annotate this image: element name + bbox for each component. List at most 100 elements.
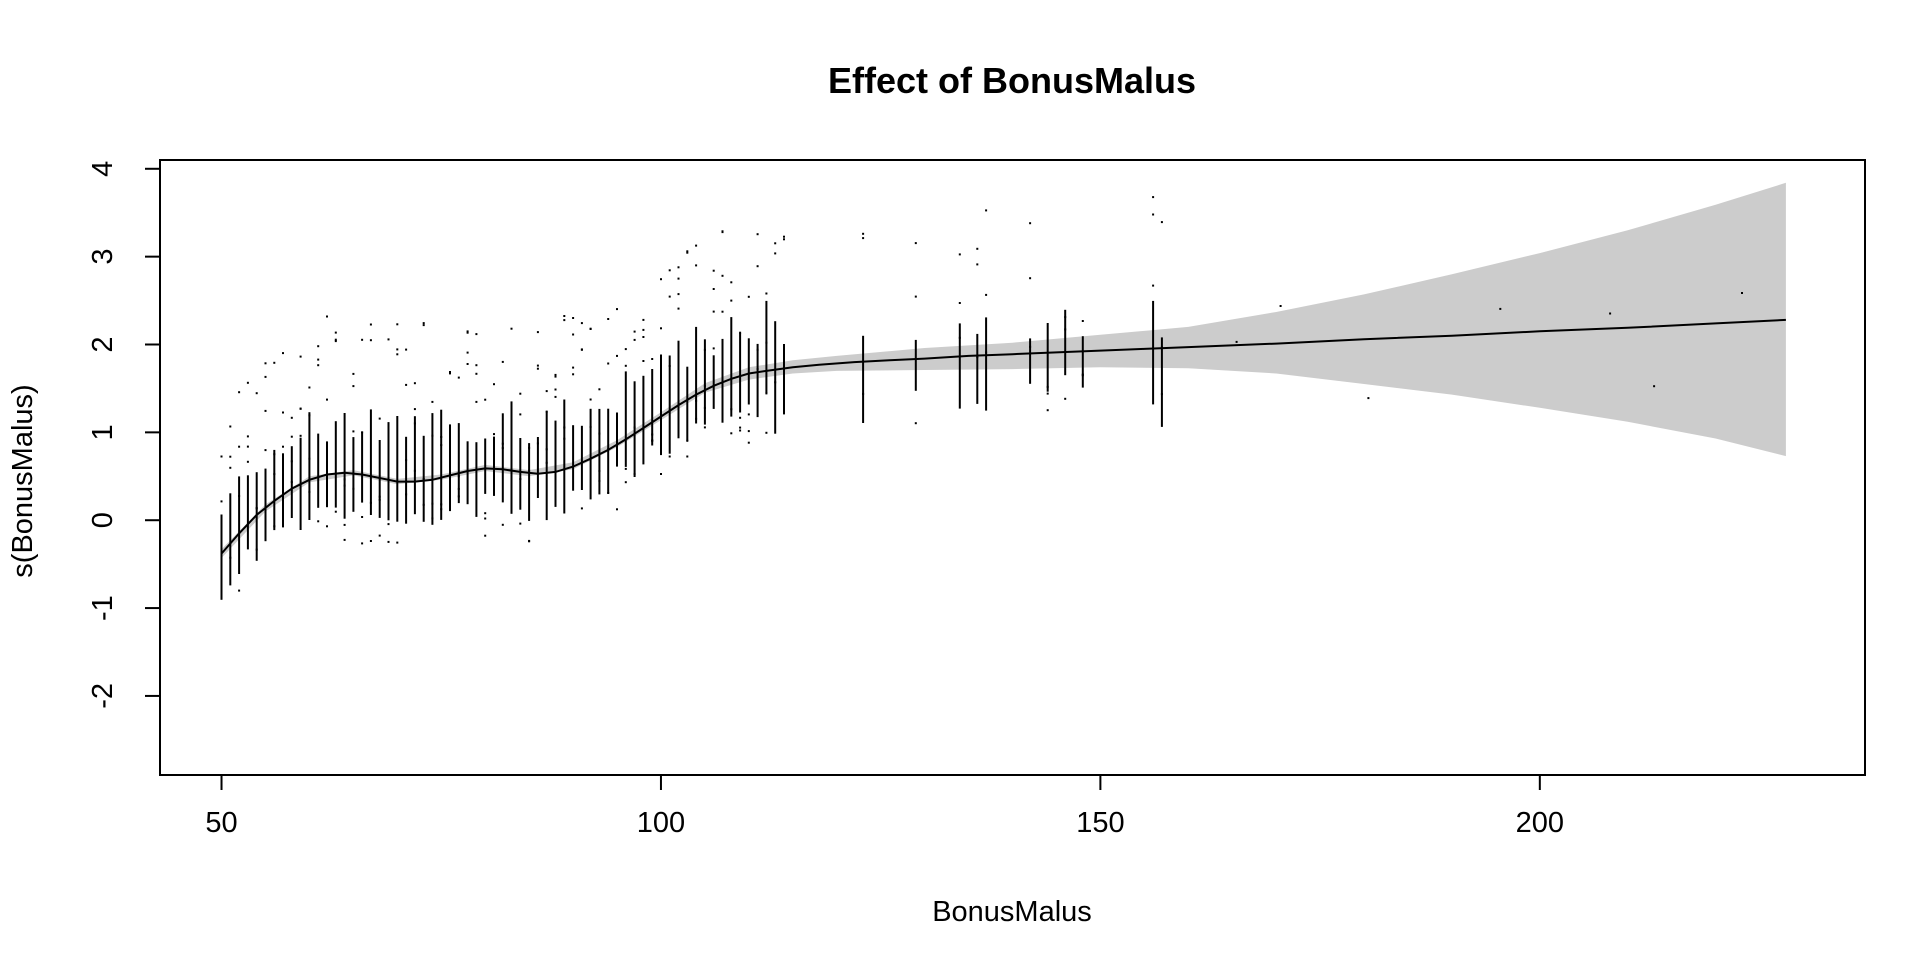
residual-point <box>501 523 504 526</box>
residual-point <box>1081 374 1084 377</box>
residual-stripe <box>519 438 522 510</box>
residual-point <box>308 414 311 417</box>
plot-frame <box>159 159 1866 776</box>
residual-point <box>466 331 469 334</box>
residual-point <box>238 495 241 497</box>
residual-point <box>572 317 575 319</box>
residual-point <box>334 340 337 343</box>
residual-point <box>730 432 733 435</box>
residual-point <box>396 323 399 326</box>
residual-stripe <box>958 323 961 409</box>
residual-point <box>1046 409 1049 412</box>
residual-point <box>501 447 504 450</box>
residual-point <box>554 375 557 378</box>
residual-point <box>765 431 768 434</box>
residual-stripe <box>246 475 249 550</box>
residual-point <box>449 371 451 373</box>
residual-point <box>238 445 241 448</box>
residual-stripe <box>484 438 487 494</box>
residual-point <box>396 353 399 356</box>
y-axis: -2 -1 0 1 2 3 4 <box>87 161 160 709</box>
residual-point <box>668 295 671 298</box>
residual-point <box>326 525 328 528</box>
x-tick-label: 150 <box>1076 807 1124 839</box>
residual-stripe <box>633 381 636 477</box>
residual-point <box>985 293 988 296</box>
effect-line <box>220 318 1786 555</box>
residual-stripe <box>255 472 258 561</box>
residual-point <box>273 525 276 528</box>
residual-point <box>308 491 311 493</box>
residual-point <box>783 379 785 382</box>
residual-stripe <box>361 431 364 503</box>
residual-point <box>1367 397 1370 400</box>
residual-point <box>1064 316 1067 319</box>
residual-point <box>475 372 478 375</box>
residual-point <box>238 589 241 592</box>
residual-point <box>519 478 522 481</box>
residual-point <box>440 436 443 438</box>
y-tick-label: 4 <box>87 161 119 177</box>
residual-point <box>651 439 654 442</box>
residual-point <box>361 431 364 434</box>
residual-point <box>580 322 583 325</box>
residual-point <box>343 538 346 541</box>
residual-point <box>1029 222 1032 225</box>
residual-stripe <box>739 332 742 413</box>
residual-point <box>220 574 223 576</box>
residual-point <box>475 333 478 336</box>
residual-stripe <box>712 355 715 409</box>
residual-stripe <box>730 317 733 417</box>
residual-point <box>1081 320 1084 322</box>
residual-stripe <box>343 413 346 519</box>
residual-point <box>1029 277 1032 280</box>
residual-stripe <box>985 317 988 411</box>
residual-point <box>660 430 662 433</box>
residual-stripe <box>651 369 654 446</box>
residual-point <box>449 428 451 431</box>
residual-point <box>290 416 293 419</box>
residual-point <box>413 422 416 425</box>
residual-point <box>712 288 715 290</box>
residual-stripe <box>405 436 408 524</box>
residual-stripe <box>528 443 531 521</box>
residual-stripe <box>475 442 478 517</box>
residual-point <box>598 432 601 435</box>
residual-point <box>756 348 759 351</box>
residual-point <box>1029 345 1032 348</box>
residual-point <box>765 341 768 344</box>
residual-point <box>264 362 267 365</box>
y-tick-label: 2 <box>87 336 119 352</box>
residual-point <box>334 510 337 513</box>
residual-point <box>387 434 390 437</box>
residual-point <box>369 540 372 542</box>
residual-stripe <box>493 436 495 496</box>
residual-point <box>563 315 566 317</box>
residual-point <box>545 461 548 464</box>
residual-point <box>642 328 645 331</box>
residual-point <box>369 323 372 326</box>
residual-point <box>677 266 680 269</box>
residual-point <box>317 520 320 523</box>
residual-point <box>633 330 636 333</box>
residual-point <box>862 392 865 395</box>
residual-stripe <box>686 366 689 441</box>
residual-point <box>958 336 961 339</box>
residual-point <box>361 516 364 518</box>
residual-stripe <box>774 321 777 434</box>
residual-point <box>493 433 495 436</box>
residual-point <box>413 382 416 385</box>
residual-point <box>449 461 451 464</box>
residual-point <box>739 416 742 419</box>
residual-point <box>378 498 381 501</box>
residual-point <box>246 445 249 448</box>
residual-point <box>484 534 487 537</box>
residual-stripe <box>703 339 706 425</box>
residual-point <box>695 244 698 247</box>
residual-stripe <box>1046 323 1049 392</box>
residual-point <box>343 478 346 481</box>
residual-stripe <box>747 338 750 405</box>
residual-point <box>255 548 258 551</box>
residual-point <box>422 324 425 327</box>
residual-point <box>976 263 979 266</box>
